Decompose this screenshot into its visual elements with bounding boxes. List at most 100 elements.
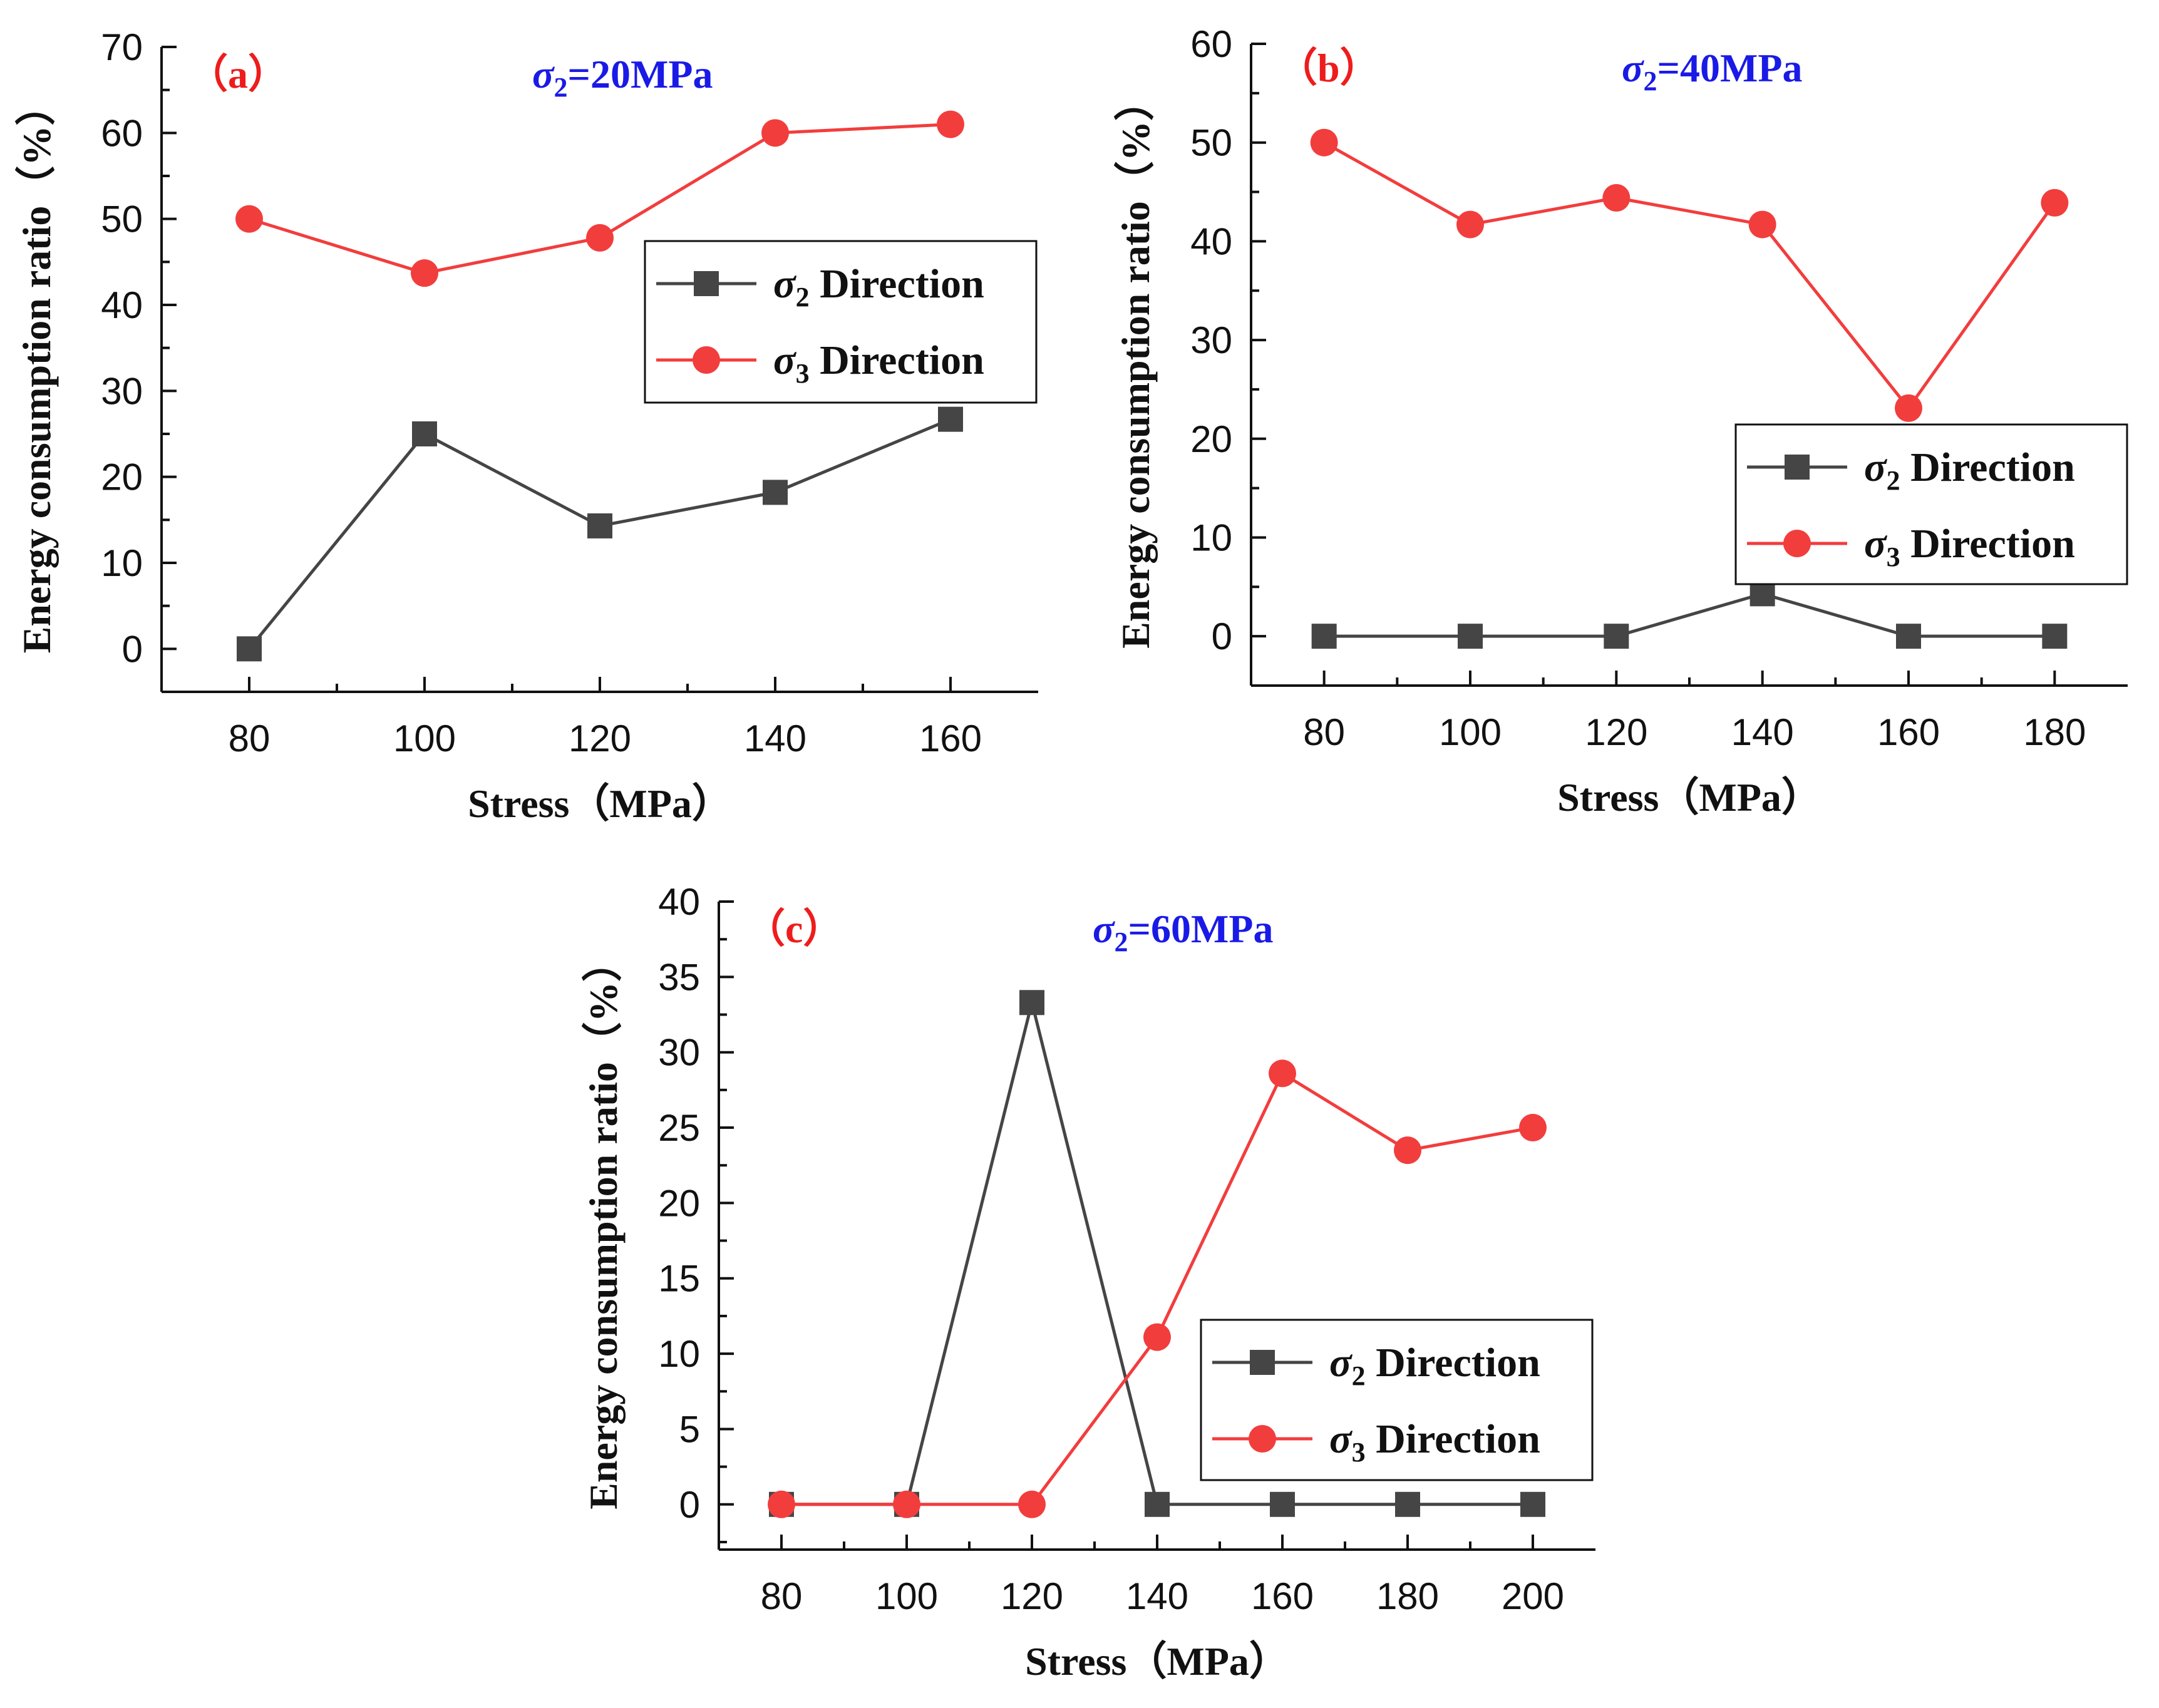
x-tick-label: 100 xyxy=(875,1575,938,1617)
x-tick-label: 160 xyxy=(1251,1575,1314,1617)
x-tick-label: 80 xyxy=(229,718,271,759)
x-tick-label: 120 xyxy=(569,718,631,759)
data-point xyxy=(235,205,263,233)
series-s3 xyxy=(1310,128,2069,422)
data-point xyxy=(1143,1323,1171,1351)
legend-entry: σ2 Direction xyxy=(773,261,984,312)
y-tick-label: 5 xyxy=(679,1408,700,1450)
legend-entry: σ3 Direction xyxy=(773,337,984,389)
y-tick-label: 30 xyxy=(101,370,143,412)
x-tick-label: 100 xyxy=(393,718,456,759)
y-tick-label: 30 xyxy=(1190,319,1232,361)
data-point xyxy=(1269,1059,1296,1088)
legend-entry-subscript: 3 xyxy=(1887,542,1900,572)
y-tick-label: 50 xyxy=(1190,122,1232,164)
x-tick-label: 180 xyxy=(2023,711,2086,753)
legend-entry-text: Direction xyxy=(1366,1416,1540,1462)
legend-entry-symbol: σ xyxy=(1864,521,1888,567)
legend-entry-subscript: 2 xyxy=(1887,465,1900,496)
legend-entry: σ3 Direction xyxy=(1864,521,2075,572)
data-point xyxy=(1270,1491,1295,1517)
legend-entry-subscript: 3 xyxy=(796,358,810,389)
data-point xyxy=(586,224,614,252)
y-tick-label: 20 xyxy=(1190,418,1232,460)
condition-label-text: =40MPa xyxy=(1657,46,1803,90)
y-tick-label: 40 xyxy=(1190,220,1232,262)
x-tick-label: 140 xyxy=(744,718,806,759)
x-tick-label: 80 xyxy=(761,1575,803,1617)
legend-entry-text: Direction xyxy=(1900,445,2075,490)
condition-label-text: =60MPa xyxy=(1128,907,1274,951)
data-point xyxy=(587,513,612,538)
data-point xyxy=(1395,1491,1420,1517)
legend-entry-subscript: 3 xyxy=(1352,1437,1366,1468)
condition-label-subscript: 2 xyxy=(1644,66,1657,96)
data-point xyxy=(768,1490,795,1518)
x-tick-label: 140 xyxy=(1731,711,1794,753)
legend-entry-symbol: σ xyxy=(1329,1340,1353,1386)
data-point xyxy=(1519,1114,1547,1142)
data-point xyxy=(1311,624,1337,649)
legend-box xyxy=(644,240,1038,404)
legend-entry-text: Direction xyxy=(1900,521,2075,567)
y-tick-label: 50 xyxy=(101,198,143,240)
x-tick-label: 120 xyxy=(1585,711,1647,753)
chart-panel-3: 0 5 10 15 20 25 30 35 40 80 100 120 140 160 180 200 Stre… xyxy=(581,881,1595,1684)
y-tick-label: 25 xyxy=(658,1107,700,1149)
y-tick-label: 70 xyxy=(101,26,143,68)
legend-marker xyxy=(1785,455,1810,480)
condition-label-symbol: σ xyxy=(532,52,555,96)
data-point xyxy=(937,110,964,138)
legend-entry: σ2 Direction xyxy=(1864,445,2075,496)
y-tick-label: 0 xyxy=(122,628,143,670)
legend-marker xyxy=(1250,1350,1275,1375)
series-s3 xyxy=(768,1059,1547,1518)
legend-box xyxy=(1734,423,2128,585)
x-tick-label: 200 xyxy=(1502,1575,1564,1617)
y-tick-label: 40 xyxy=(658,881,700,923)
x-tick-label: 140 xyxy=(1126,1575,1188,1617)
condition-label-subscript: 2 xyxy=(1115,927,1128,957)
legend-marker xyxy=(1783,530,1811,557)
data-point xyxy=(1310,128,1338,157)
legend-entry-symbol: σ xyxy=(773,261,797,307)
legend-entry-text: Direction xyxy=(1366,1340,1540,1386)
data-point xyxy=(1019,990,1044,1016)
data-point xyxy=(1394,1136,1421,1165)
y-tick-label: 60 xyxy=(101,112,143,154)
data-point xyxy=(1520,1491,1545,1517)
data-point xyxy=(1604,624,1629,649)
condition-label: σ2=40MPa xyxy=(1622,46,1802,96)
data-point xyxy=(2041,188,2069,217)
data-point xyxy=(1145,1491,1170,1517)
x-axis-label: Stress（MPa） xyxy=(1557,775,1821,820)
legend-entry-symbol: σ xyxy=(773,337,797,383)
data-point xyxy=(1896,624,1921,649)
y-tick-label: 15 xyxy=(658,1258,700,1300)
data-point xyxy=(1602,184,1631,212)
series-s2 xyxy=(1311,581,2068,649)
x-tick-label: 100 xyxy=(1439,711,1502,753)
condition-label-subscript: 2 xyxy=(554,72,568,103)
data-point xyxy=(1458,624,1483,649)
chart-panel-2: 0 10 20 30 40 50 60 80 100 120 140 160 180 Stress（MPa… xyxy=(1113,23,2128,820)
y-tick-label: 0 xyxy=(1212,615,1232,657)
x-tick-label: 160 xyxy=(919,718,982,759)
y-tick-label: 0 xyxy=(679,1484,700,1526)
y-axis-label: Energy consumption ratio（%） xyxy=(1113,81,1158,649)
series-line xyxy=(1324,592,2055,638)
x-tick-label: 160 xyxy=(1877,711,1940,753)
condition-label-text: =20MPa xyxy=(568,52,713,96)
legend-entry-symbol: σ xyxy=(1864,445,1888,490)
data-point xyxy=(763,480,788,505)
legend-entry-text: Direction xyxy=(810,337,984,383)
y-tick-label: 20 xyxy=(658,1182,700,1224)
x-tick-label: 180 xyxy=(1376,1575,1439,1617)
data-point xyxy=(1748,210,1776,239)
series-s2 xyxy=(237,406,963,662)
legend-entry-subscript: 2 xyxy=(1352,1361,1366,1391)
y-tick-label: 10 xyxy=(1190,517,1232,558)
